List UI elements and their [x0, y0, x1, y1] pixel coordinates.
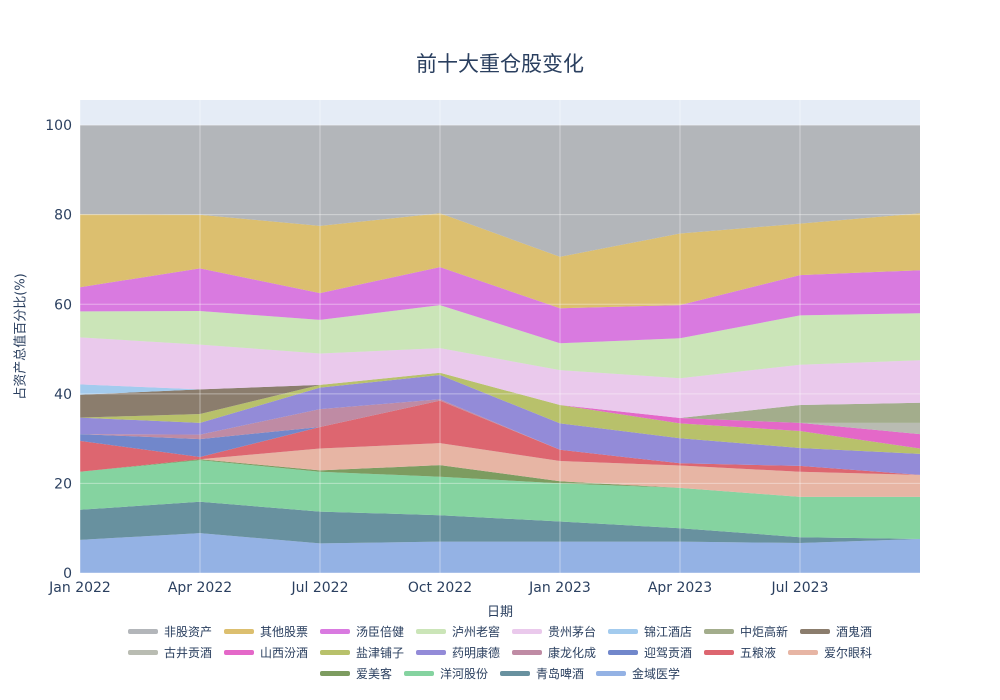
- legend-label: 药明康德: [451, 646, 500, 660]
- legend-label: 古井贡酒: [163, 646, 212, 660]
- area-series-18: [80, 501, 920, 544]
- legend: 非股资产 其他股票 汤臣倍健 泸州老窖 贵州茅台 锦江酒店 中炬高新 酒鬼酒古井贡酒 山西汾酒 盐…: [0, 623, 1000, 682]
- legend-label: 锦江酒店: [644, 625, 693, 639]
- legend-swatch: [512, 629, 542, 634]
- legend-swatch: [403, 671, 434, 676]
- x-tick-label: Jan 2023: [528, 580, 591, 596]
- x-tick-label: Apr 2023: [648, 580, 712, 596]
- legend-item-4[interactable]: 贵州茅台: [512, 623, 596, 640]
- legend-label: 迎驾贡酒: [644, 646, 693, 660]
- area-series-16: [80, 459, 920, 497]
- legend-item-0[interactable]: 非股资产: [127, 623, 212, 640]
- legend-item-13[interactable]: 迎驾贡酒: [608, 644, 692, 661]
- y-tick-label: 60: [54, 297, 72, 313]
- legend-item-19[interactable]: 金域医学: [596, 665, 680, 682]
- x-tick-label: Jan 2022: [48, 580, 111, 596]
- legend-row-2: 古井贡酒 山西汾酒 盐津铺子 药明康德 康龙化成 迎驾贡酒 五粮液 爱尔眼科: [127, 644, 872, 661]
- legend-swatch: [127, 629, 158, 634]
- legend-item-17[interactable]: 洋河股份: [403, 665, 488, 682]
- legend-label: 洋河股份: [439, 667, 488, 681]
- legend-item-9[interactable]: 山西汾酒: [223, 644, 308, 661]
- chart-canvas: 0 20 40 60 80 100 Jan 2022 Apr 2022 Jul 2022 Oct …: [45, 100, 920, 596]
- legend-label: 康龙化成: [548, 646, 597, 660]
- area-series-2: [80, 267, 920, 344]
- legend-label: 爱尔眼科: [824, 646, 873, 660]
- legend-swatch: [788, 650, 819, 655]
- legend-item-8[interactable]: 古井贡酒: [127, 644, 212, 661]
- legend-swatch: [500, 671, 530, 676]
- legend-item-5[interactable]: 锦江酒店: [608, 623, 692, 640]
- area-series-13: [80, 400, 920, 475]
- legend-label: 盐津铺子: [355, 646, 404, 660]
- legend-label: 五粮液: [740, 646, 777, 660]
- legend-swatch: [415, 650, 446, 655]
- legend-item-18[interactable]: 青岛啤酒: [500, 665, 584, 682]
- legend-item-2[interactable]: 汤臣倍健: [319, 623, 404, 640]
- legend-label: 酒鬼酒: [836, 625, 873, 639]
- area-series-4: [80, 337, 920, 418]
- legend-swatch: [223, 650, 254, 655]
- legend-item-1[interactable]: 其他股票: [223, 623, 308, 640]
- legend-item-11[interactable]: 药明康德: [415, 644, 500, 661]
- x-tick-label: Oct 2022: [408, 580, 472, 596]
- legend-row-1: 非股资产 其他股票 汤臣倍健 泸州老窖 贵州茅台 锦江酒店 中炬高新 酒鬼酒: [127, 623, 872, 640]
- area-series-17: [80, 460, 920, 539]
- area-series-12: [80, 399, 920, 475]
- legend-row-3: 爱美客 洋河股份 青岛啤酒 金域医学: [319, 665, 680, 682]
- legend-swatch: [704, 650, 735, 655]
- area-series-6: [80, 372, 920, 423]
- legend-swatch: [608, 629, 639, 634]
- legend-swatch: [596, 671, 627, 676]
- x-tick-label: Jul 2023: [771, 580, 829, 596]
- legend-swatch: [608, 650, 639, 655]
- x-tick-label: Apr 2022: [168, 580, 232, 596]
- area-series-0: [80, 125, 920, 257]
- x-axis-title: 日期: [486, 605, 513, 620]
- legend-label: 金域医学: [632, 667, 681, 681]
- area-series-10: [80, 372, 920, 454]
- legend-label: 其他股票: [259, 625, 308, 639]
- legend-item-14[interactable]: 五粮液: [704, 644, 776, 661]
- area-series-15: [80, 443, 920, 497]
- area-series-11: [80, 375, 920, 475]
- x-tick-label: Jul 2022: [291, 580, 349, 596]
- legend-item-7[interactable]: 酒鬼酒: [800, 623, 872, 640]
- legend-label: 贵州茅台: [548, 625, 597, 639]
- legend-swatch: [800, 629, 831, 634]
- legend-swatch: [319, 650, 350, 655]
- legend-item-12[interactable]: 康龙化成: [512, 644, 596, 661]
- legend-item-15[interactable]: 爱尔眼科: [788, 644, 872, 661]
- legend-item-3[interactable]: 泸州老窖: [415, 623, 500, 640]
- area-series-3: [80, 305, 920, 379]
- legend-swatch: [319, 629, 350, 634]
- area-series-14: [80, 400, 920, 475]
- legend-swatch: [415, 629, 446, 634]
- y-tick-label: 20: [54, 476, 72, 492]
- y-tick-label: 0: [63, 566, 72, 582]
- legend-label: 山西汾酒: [259, 646, 308, 660]
- area-series-7: [80, 372, 920, 423]
- legend-swatch: [127, 650, 158, 655]
- chart-title: 前十大重仓股变化: [416, 52, 584, 76]
- y-tick-label: 40: [54, 387, 72, 403]
- legend-label: 爱美客: [355, 667, 392, 681]
- legend-label: 泸州老窖: [451, 625, 500, 639]
- legend-item-16[interactable]: 爱美客: [319, 665, 392, 682]
- legend-label: 非股资产: [163, 625, 212, 639]
- legend-item-10[interactable]: 盐津铺子: [319, 644, 404, 661]
- area-series-19: [80, 533, 920, 573]
- y-tick-label: 100: [45, 118, 72, 134]
- legend-label: 青岛啤酒: [536, 667, 585, 681]
- area-series-1: [80, 213, 920, 309]
- legend-item-6[interactable]: 中炬高新: [704, 623, 788, 640]
- y-tick-label: 80: [54, 208, 72, 224]
- legend-label: 汤臣倍健: [355, 625, 404, 639]
- legend-swatch: [223, 629, 254, 634]
- legend-label: 中炬高新: [740, 625, 789, 639]
- legend-swatch: [319, 671, 350, 676]
- legend-swatch: [704, 629, 735, 634]
- legend-swatch: [512, 650, 542, 655]
